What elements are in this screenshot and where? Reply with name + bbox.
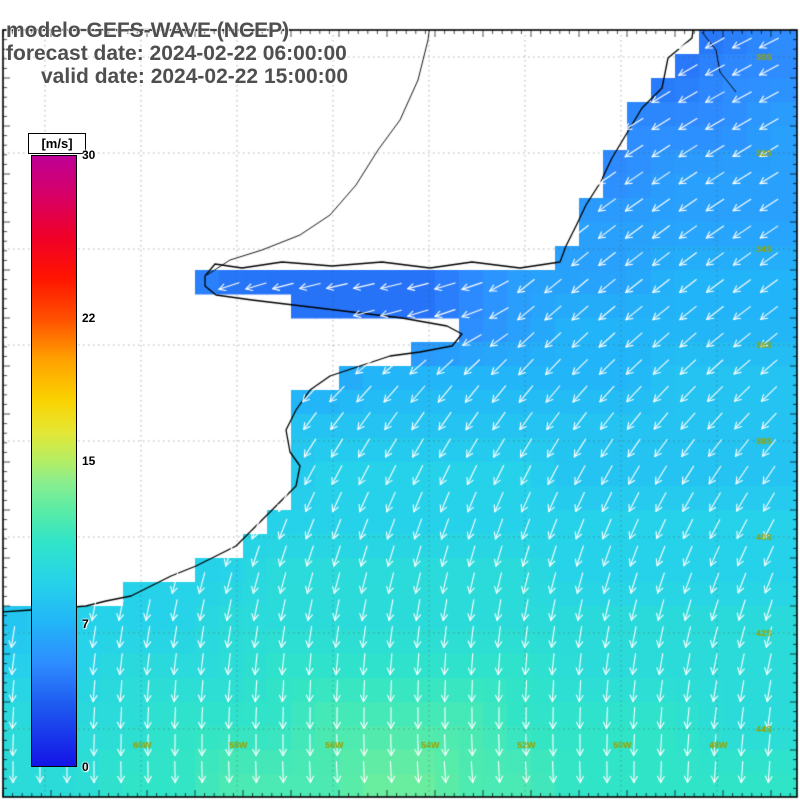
model-title: modelo GEFS-WAVE (NCEP)	[6, 19, 290, 42]
forecast-date-label: forecast date: 2024-02-22 06:00:00	[6, 42, 347, 65]
title-block: modelo GEFS-WAVE (NCEP) forecast date: 2…	[6, 19, 348, 88]
colorbar	[31, 155, 77, 767]
valid-date-label: valid date: 2024-02-22 15:00:00	[41, 65, 349, 88]
colorbar-unit-label: [m/s]	[28, 133, 86, 154]
